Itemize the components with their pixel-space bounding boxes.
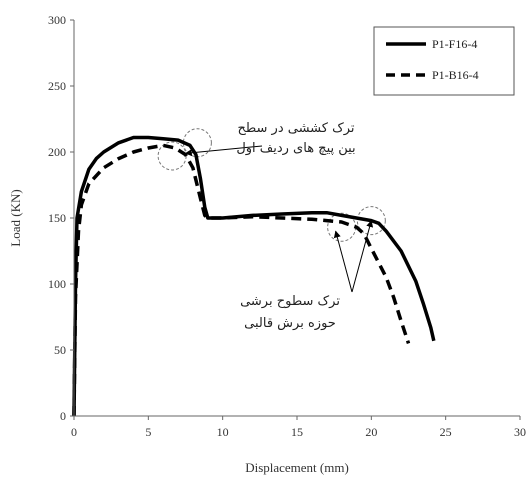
y-tick-label: 250 (48, 79, 66, 93)
x-tick-label: 5 (145, 425, 151, 439)
annotation-tension-crack-line1: ترک کششی در سطح (237, 121, 354, 136)
y-tick-label: 150 (48, 211, 66, 225)
legend-label-p1-f16-4: P1-F16-4 (432, 37, 477, 51)
legend: P1-F16-4 P1-B16-4 (374, 27, 514, 95)
y-tick-label: 0 (60, 409, 66, 423)
x-tick-label: 15 (291, 425, 303, 439)
annotation-shear-crack-line1: ترک سطوح برشی (240, 294, 340, 309)
annotation-tension-crack-line2: بین پیچ های ردیف اول (236, 141, 355, 156)
x-tick-label: 25 (440, 425, 452, 439)
annotation-shear-crack-line2: حوزه برش قالبی (244, 316, 336, 331)
x-axis-title: Displacement (mm) (245, 460, 349, 475)
y-tick-label: 50 (54, 343, 66, 357)
x-tick-label: 10 (217, 425, 229, 439)
y-tick-label: 200 (48, 145, 66, 159)
y-axis-title: Load (KN) (8, 189, 23, 246)
x-tick-label: 20 (365, 425, 377, 439)
x-tick-label: 0 (71, 425, 77, 439)
y-tick-label: 100 (48, 277, 66, 291)
x-tick-label: 30 (514, 425, 526, 439)
y-tick-label: 300 (48, 13, 66, 27)
legend-label-p1-b16-4: P1-B16-4 (432, 68, 479, 82)
